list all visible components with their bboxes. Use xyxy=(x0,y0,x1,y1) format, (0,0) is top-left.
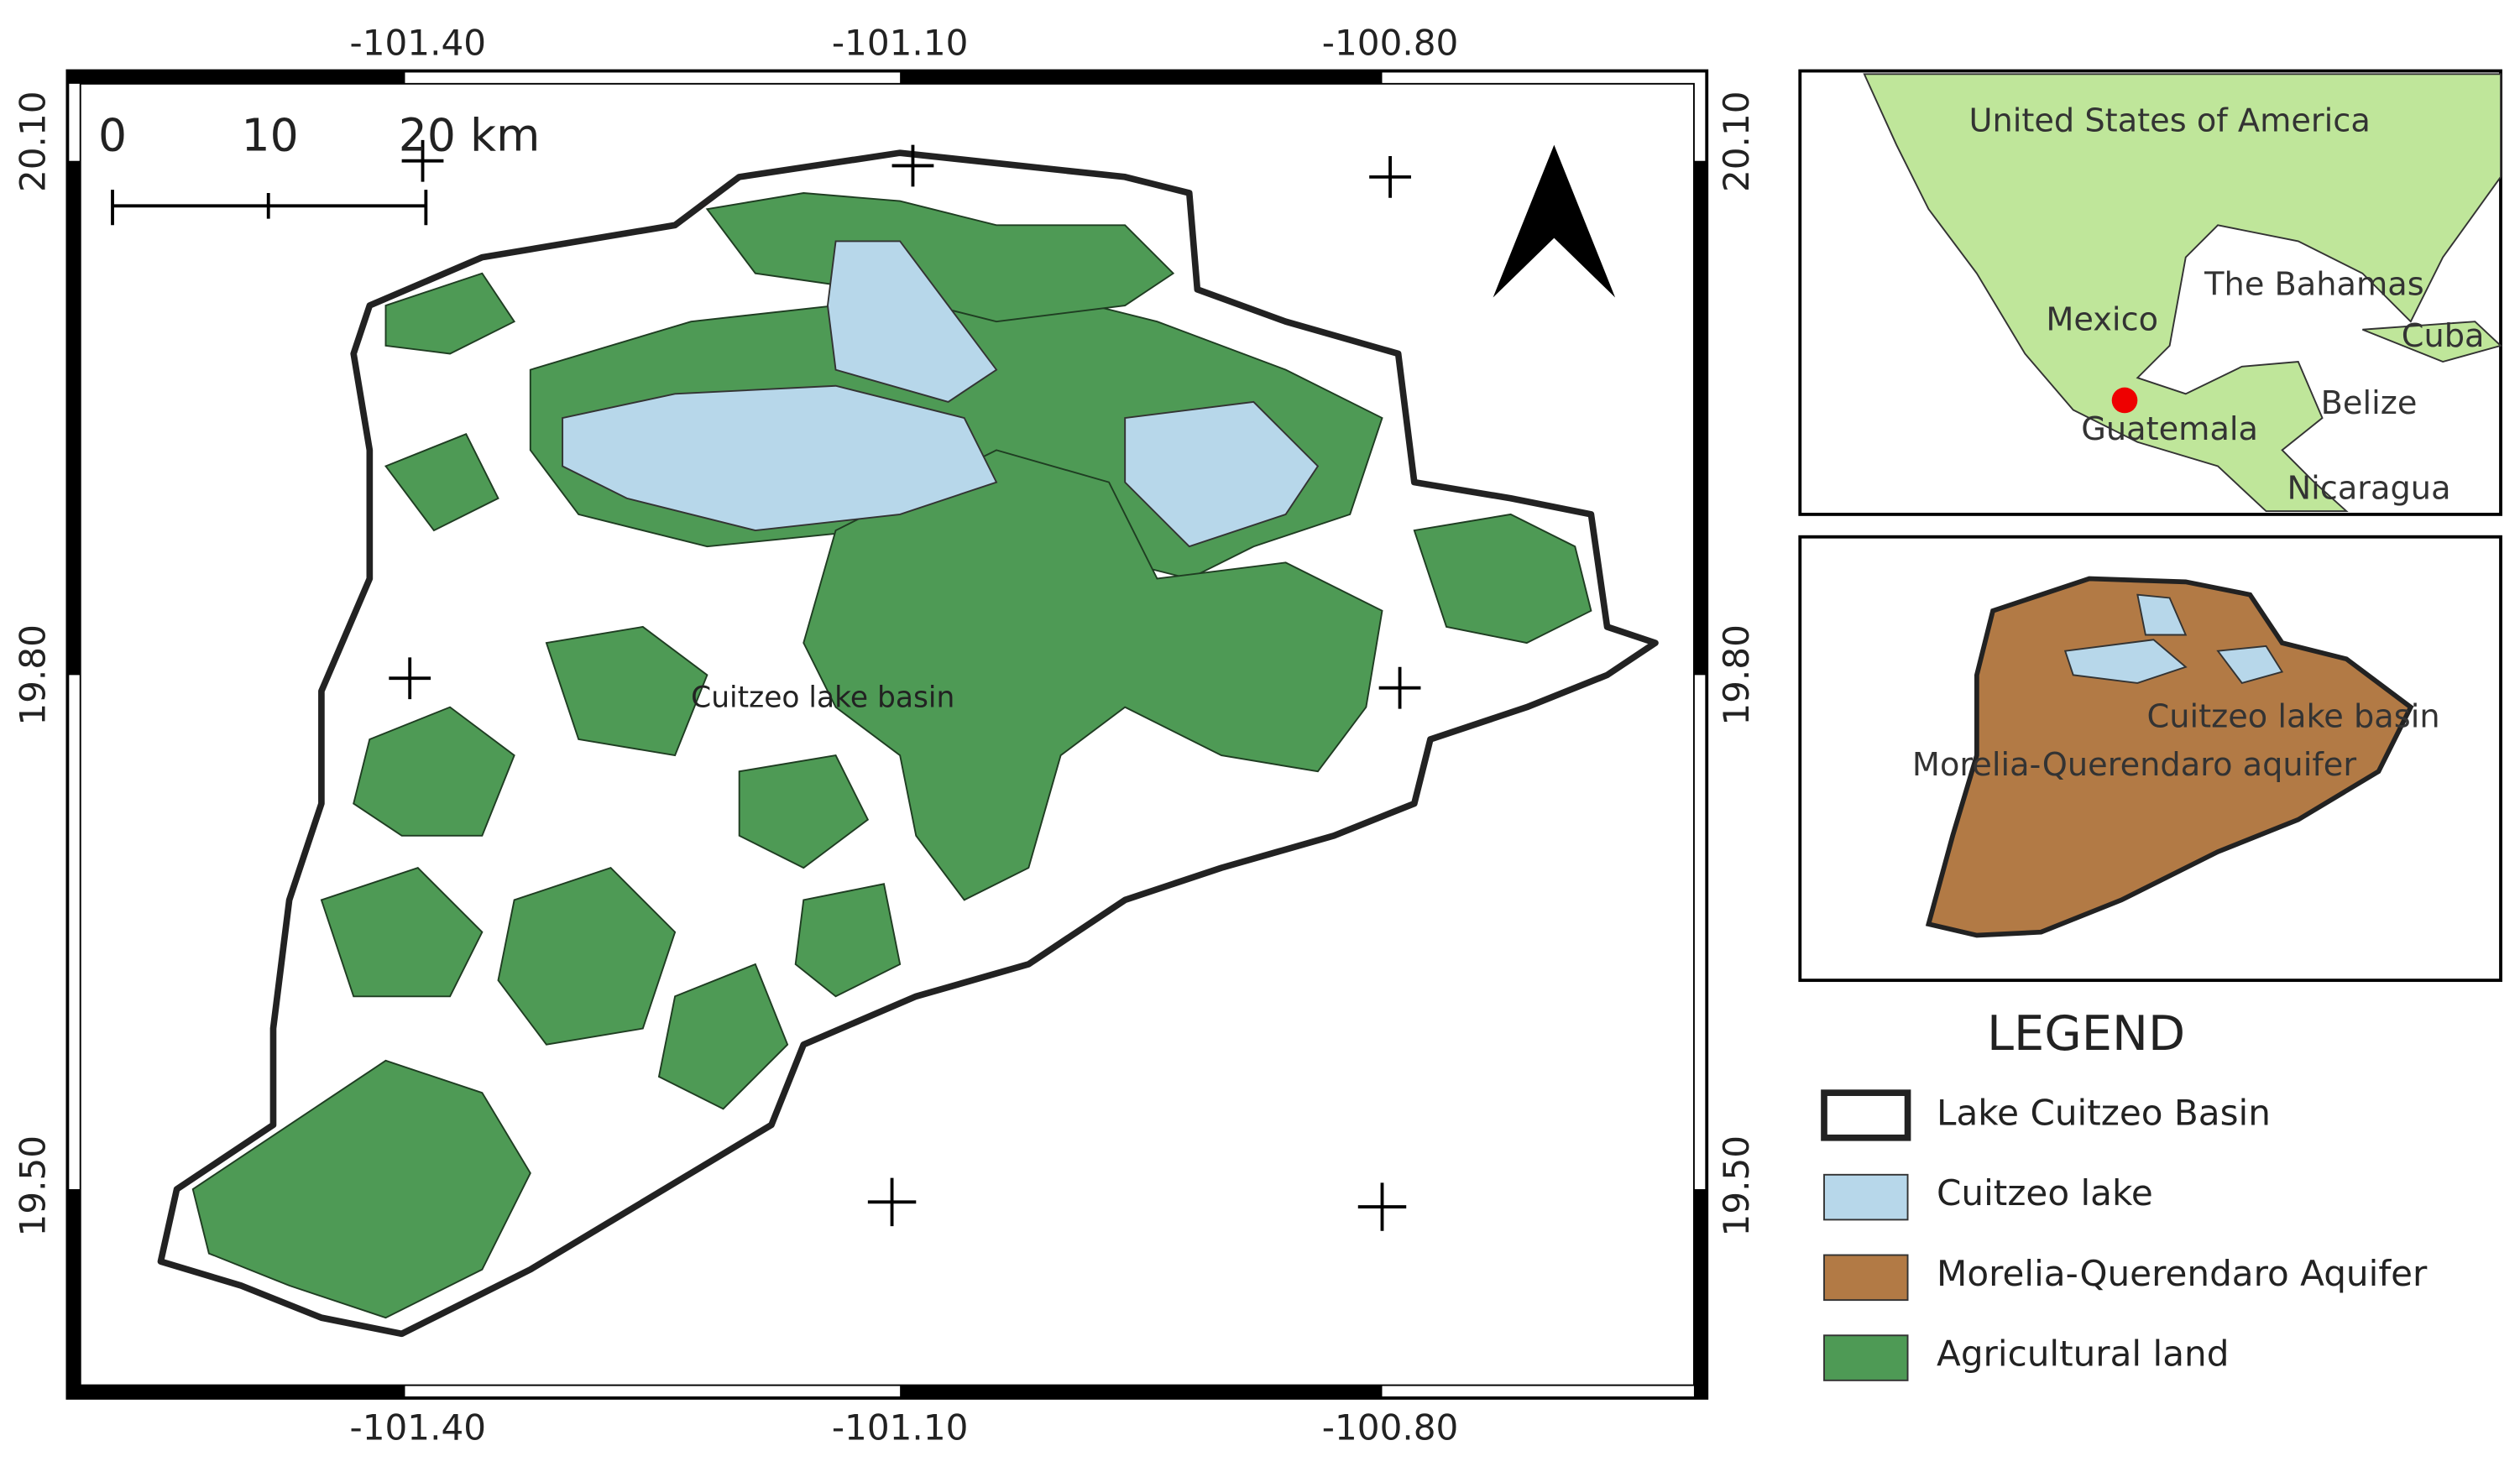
country-label: Guatemala xyxy=(2081,410,2258,448)
scale-label: 10 xyxy=(242,109,299,162)
y-coordinate-label: 19.50 xyxy=(1716,1135,1757,1237)
inset-label: Cuitzeo lake basin xyxy=(2147,698,2440,736)
legend-item: Agricultural land xyxy=(1937,1333,2229,1375)
y-coordinate-label: 19.50 xyxy=(13,1135,54,1237)
scale-label: 20 km xyxy=(399,109,540,162)
x-coordinate-label: -101.40 xyxy=(350,1407,487,1448)
inset-label: Morelia-Querendaro aquifer xyxy=(1912,746,2356,784)
y-coordinate-label: 20.10 xyxy=(13,91,54,192)
country-label: Nicaragua xyxy=(2287,470,2451,508)
x-coordinate-label: -101.40 xyxy=(350,22,487,63)
legend-item: Lake Cuitzeo Basin xyxy=(1937,1092,2271,1133)
y-coordinate-label: 19.80 xyxy=(13,624,54,726)
legend-title: LEGEND xyxy=(1987,1005,2185,1062)
country-label: Mexico xyxy=(2046,301,2158,339)
scale-bar xyxy=(111,190,428,226)
x-coordinate-label: -100.80 xyxy=(1322,22,1459,63)
locator-inset xyxy=(1798,69,2502,516)
country-label: Cuba xyxy=(2402,317,2485,355)
frame-border xyxy=(67,70,1707,1398)
north-arrow xyxy=(1493,144,1616,298)
scale-label: 0 xyxy=(98,109,127,162)
legend-item: Morelia-Querendaro Aquifer xyxy=(1937,1253,2428,1294)
x-coordinate-label: -100.80 xyxy=(1322,1407,1459,1448)
country-label: Belize xyxy=(2321,384,2418,422)
cuitzeo-lake xyxy=(562,240,1320,548)
y-coordinate-label: 19.80 xyxy=(1716,624,1757,726)
country-label: United States of America xyxy=(1968,102,2370,139)
x-coordinate-label: -101.10 xyxy=(832,1407,969,1448)
graticule-crosses xyxy=(389,139,1421,1231)
basin-label: Cuitzeo lake basin xyxy=(691,681,954,715)
y-coordinate-label: 20.10 xyxy=(1716,91,1757,192)
country-label: The Bahamas xyxy=(2204,266,2424,304)
aquifer-inset xyxy=(1798,535,2502,983)
legend-item: Cuitzeo lake xyxy=(1937,1172,2153,1213)
legend-swatches xyxy=(1821,1089,1911,1381)
x-coordinate-label: -101.10 xyxy=(832,22,969,63)
coordinate-labels: -101.40 -101.40 -101.10 -101.10 -100.80 -100.… xyxy=(13,22,1757,1448)
